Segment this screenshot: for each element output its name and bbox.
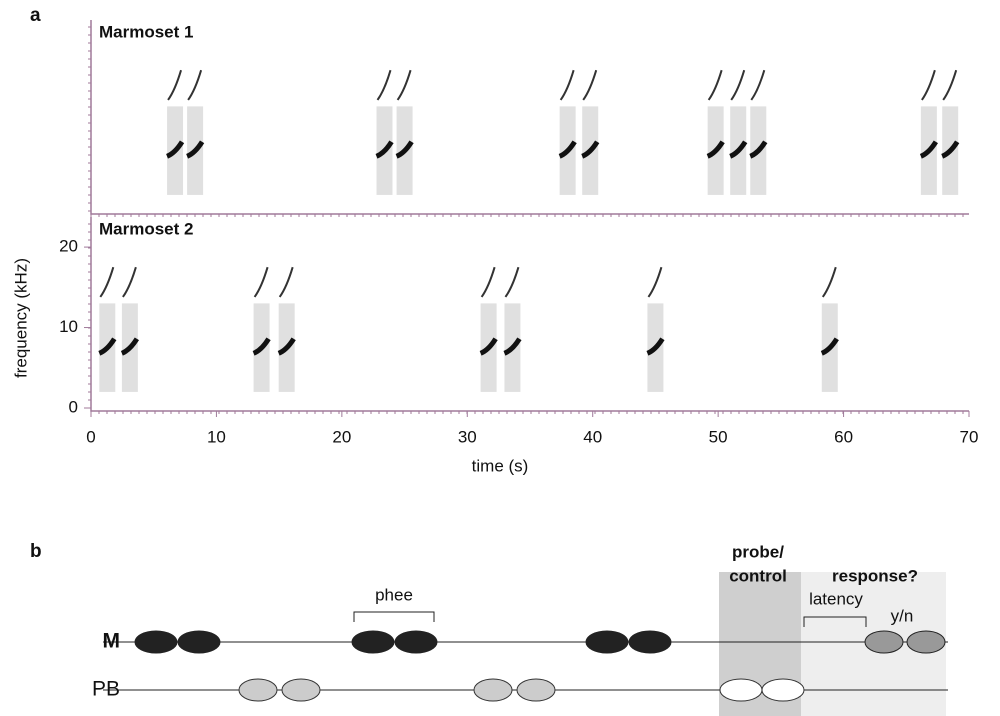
call <box>167 70 183 195</box>
x-tick-label: 50 <box>709 427 728 446</box>
phee-bracket <box>354 612 434 622</box>
yn-label: y/n <box>891 606 914 625</box>
panel-a: Marmoset 1 Marmoset 2 0 10 20 0 10 20 30 40 50 60 70 <box>59 20 978 446</box>
call-harmonic <box>280 267 293 297</box>
call-harmonic <box>751 70 764 100</box>
call-harmonic <box>168 70 181 100</box>
call-harmonic <box>823 267 836 297</box>
response-label: response? <box>832 566 918 585</box>
call <box>921 70 937 195</box>
call-harmonic <box>188 70 201 100</box>
axis <box>91 20 969 214</box>
call <box>397 70 413 195</box>
call <box>122 267 138 392</box>
call-harmonic <box>505 267 518 297</box>
call-harmonic <box>378 70 391 100</box>
x-tick-label: 70 <box>960 427 979 446</box>
call-harmonic <box>943 70 956 100</box>
call-harmonic <box>922 70 935 100</box>
call <box>504 267 520 392</box>
call <box>560 70 576 195</box>
call-harmonic <box>398 70 411 100</box>
x-tick-label: 10 <box>207 427 226 446</box>
y-tick-label: 20 <box>59 237 78 256</box>
call <box>708 70 724 195</box>
call <box>582 70 598 195</box>
probe-label: control <box>729 566 787 585</box>
x-tick-label: 40 <box>583 427 602 446</box>
call <box>750 70 766 195</box>
call <box>254 267 270 392</box>
call-harmonic <box>100 267 113 297</box>
x-tick-label: 30 <box>458 427 477 446</box>
call-harmonic <box>731 70 744 100</box>
call-harmonic <box>709 70 722 100</box>
panel-label: b <box>30 541 42 562</box>
call <box>99 267 115 392</box>
call <box>942 70 958 195</box>
call <box>647 267 663 392</box>
track-title: Marmoset 1 <box>99 22 193 41</box>
call <box>377 70 393 195</box>
call-harmonic <box>561 70 574 100</box>
panel-b: b probe/ control response? M PB phee lat… <box>30 541 948 716</box>
x-axis-label: time (s) <box>472 456 529 475</box>
panel-label: a <box>30 5 41 26</box>
row-label: PB <box>92 678 120 701</box>
phee-label: phee <box>375 585 413 604</box>
y-axis-label: frequency (kHz) <box>11 258 30 378</box>
figure: a Marmoset 1 Marmoset 2 0 10 20 0 10 20 30 40 50 60… <box>0 0 1000 716</box>
call <box>279 267 295 392</box>
y-tick-label: 0 <box>69 397 78 416</box>
y-tick-label: 10 <box>59 317 78 336</box>
call-harmonic <box>255 267 268 297</box>
call <box>730 70 746 195</box>
track-title: Marmoset 2 <box>99 219 193 238</box>
call <box>481 267 497 392</box>
latency-label: latency <box>809 589 863 608</box>
call-harmonic <box>123 267 136 297</box>
x-tick-label: 0 <box>86 427 95 446</box>
x-tick-label: 60 <box>834 427 853 446</box>
x-tick-label: 20 <box>332 427 351 446</box>
call <box>187 70 203 195</box>
call <box>822 267 838 392</box>
call-harmonic <box>648 267 661 297</box>
call-harmonic <box>482 267 495 297</box>
row-label: M <box>103 630 121 653</box>
probe-label: probe/ <box>732 542 784 561</box>
call-harmonic <box>583 70 596 100</box>
